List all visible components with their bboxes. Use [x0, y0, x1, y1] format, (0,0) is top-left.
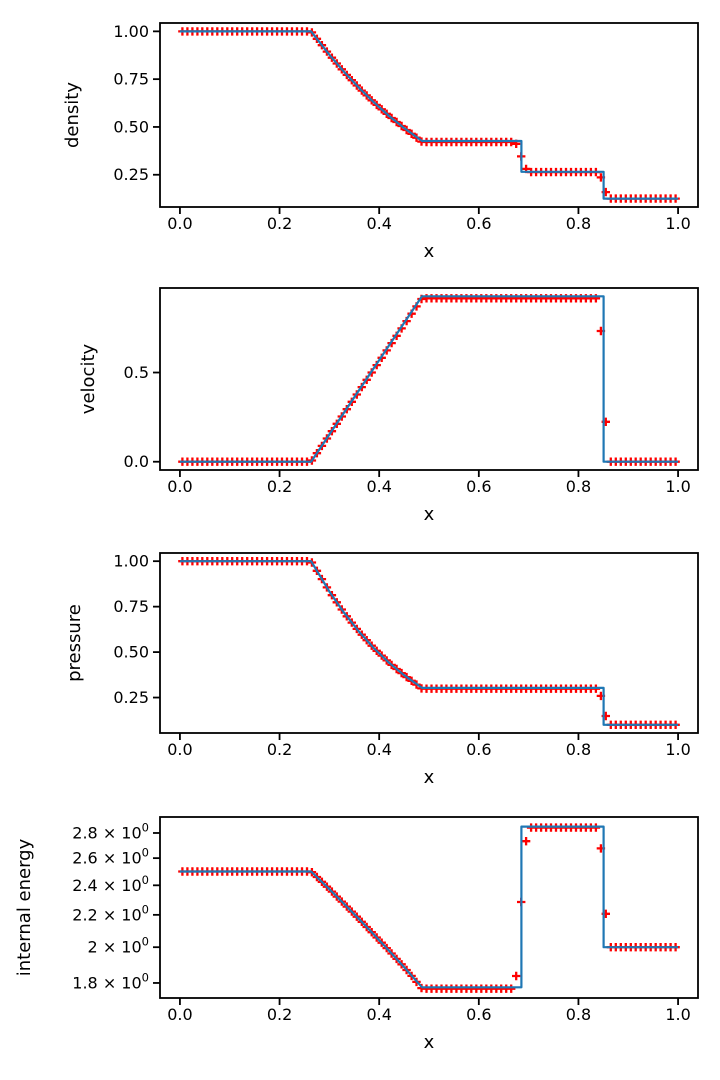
x-tick-label: 0.4	[366, 740, 391, 759]
y-tick-label: 2.4 × 100	[72, 873, 149, 895]
axes-frame-internal-energy	[159, 816, 699, 999]
x-tick-label: 1.0	[665, 214, 690, 233]
x-tick-label: 0.6	[466, 1005, 491, 1024]
y-tick-exponent: 0	[142, 970, 149, 984]
y-tick-label: 1.8 × 100	[72, 970, 149, 992]
subplot-density: 0.0 0.2 0.4 0.6 0.8 1.0 0.25 0.50 0.75 1.00 densit…	[62, 22, 699, 262]
axes-frame-density	[159, 22, 699, 208]
y-tick-exponent: 0	[142, 902, 149, 916]
y-tick-label: 1.00	[113, 552, 149, 571]
y-tick-label: 0.25	[113, 165, 149, 184]
exact-line-pressure	[179, 560, 679, 726]
y-tick-exponent: 0	[142, 820, 149, 834]
x-tick-label: 1.0	[665, 477, 690, 496]
x-tick-label: 0.2	[267, 1005, 292, 1024]
x-tick-label: 0.8	[566, 740, 591, 759]
x-tick-label: 0.0	[167, 1005, 192, 1024]
x-tick-label: 0.2	[267, 477, 292, 496]
y-tick-label: 0.5	[124, 363, 149, 382]
subplot-internal-energy: 0.0 0.2 0.4 0.6 0.8 1.0 1.8 × 100 2 × 100 2.2 × …	[14, 816, 699, 1053]
y-tick-label: 0.50	[113, 643, 149, 662]
exact-line-density	[179, 30, 679, 200]
x-tick-label: 0.6	[466, 214, 491, 233]
axes-frame-pressure	[159, 552, 699, 734]
x-tick-label: 0.4	[366, 477, 391, 496]
x-tick-label: 0.6	[466, 740, 491, 759]
y-tick-exponent: 0	[142, 873, 149, 887]
subplot-pressure: 0.0 0.2 0.4 0.6 0.8 1.0 0.25 0.50 0.75 1.00 pressu…	[64, 552, 699, 788]
y-tick-label: 2 × 100	[88, 935, 149, 957]
xlabel-internal-energy: x	[424, 1032, 435, 1053]
xlabel-velocity: x	[424, 504, 435, 525]
x-tick-label: 0.0	[167, 477, 192, 496]
x-tick-label: 0.4	[366, 1005, 391, 1024]
x-tick-label: 0.0	[167, 214, 192, 233]
x-tick-label: 0.2	[267, 214, 292, 233]
y-tick-exponent: 0	[142, 846, 149, 860]
subplot-velocity: 0.0 0.2 0.4 0.6 0.8 1.0 0.0 0.5 velocity x	[78, 287, 699, 525]
x-tick-label: 0.8	[566, 214, 591, 233]
ylabel-pressure: pressure	[64, 604, 85, 682]
axes-frame-velocity	[159, 287, 699, 471]
y-tick-label: 2.6 × 100	[72, 846, 149, 868]
y-tick-label: 2.8 × 100	[72, 820, 149, 842]
y-tick-label: 0.0	[124, 452, 149, 471]
x-tick-label: 0.8	[566, 477, 591, 496]
y-tick-label: 0.75	[113, 597, 149, 616]
y-tick-exponent: 0	[142, 935, 149, 949]
exact-line-internal-energy	[179, 825, 679, 989]
xlabel-pressure: x	[424, 767, 435, 788]
x-tick-label: 0.6	[466, 477, 491, 496]
x-tick-label: 0.8	[566, 1005, 591, 1024]
x-tick-label: 0.4	[366, 214, 391, 233]
ylabel-internal-energy: internal energy	[14, 838, 35, 976]
x-tick-label: 1.0	[665, 740, 690, 759]
xlabel-density: x	[424, 241, 435, 262]
ylabel-velocity: velocity	[78, 343, 99, 414]
y-tick-label: 0.25	[113, 688, 149, 707]
x-tick-label: 0.0	[167, 740, 192, 759]
y-tick-label: 2.2 × 100	[72, 902, 149, 924]
y-tick-label: 0.75	[113, 70, 149, 89]
y-tick-label: 1.00	[113, 22, 149, 41]
x-tick-label: 0.2	[267, 740, 292, 759]
x-tick-label: 1.0	[665, 1005, 690, 1024]
y-tick-label: 0.50	[113, 117, 149, 136]
ylabel-density: density	[62, 82, 83, 148]
exact-line-velocity	[179, 295, 679, 463]
